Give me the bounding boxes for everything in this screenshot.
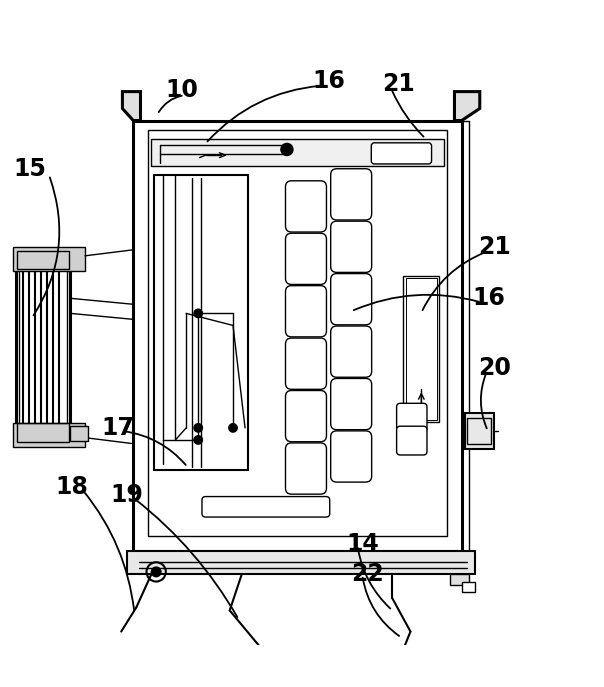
FancyBboxPatch shape [397,426,427,455]
Circle shape [229,424,237,432]
Text: 20: 20 [478,356,511,380]
Text: 10: 10 [165,78,198,102]
Bar [19,253,67,440]
Bar [464,413,493,449]
FancyBboxPatch shape [286,443,327,494]
FancyBboxPatch shape [286,233,327,284]
FancyBboxPatch shape [202,497,330,517]
FancyBboxPatch shape [330,273,371,325]
Text: 22: 22 [351,562,384,586]
Circle shape [194,436,202,444]
Bar [13,247,85,271]
FancyBboxPatch shape [330,431,371,482]
Polygon shape [454,91,480,120]
Polygon shape [123,91,141,120]
Bar [17,423,69,442]
Text: 18: 18 [56,475,88,499]
FancyBboxPatch shape [286,286,327,337]
FancyBboxPatch shape [371,143,432,164]
Circle shape [194,309,202,317]
Bar [461,581,475,592]
Text: 21: 21 [478,235,511,259]
FancyBboxPatch shape [397,403,427,432]
Text: 16: 16 [313,69,345,93]
FancyBboxPatch shape [330,169,371,220]
FancyBboxPatch shape [286,338,327,390]
Bar [149,130,446,537]
Bar [449,574,469,585]
Bar [133,120,461,552]
Circle shape [152,567,161,576]
Bar [13,423,85,447]
Circle shape [194,424,202,432]
FancyBboxPatch shape [330,379,371,429]
Text: 17: 17 [101,416,135,440]
Text: 16: 16 [472,286,506,311]
Text: 14: 14 [346,532,379,556]
Bar [17,251,69,269]
Text: 15: 15 [13,157,46,181]
Circle shape [281,144,293,155]
Text: 19: 19 [111,484,144,508]
FancyBboxPatch shape [286,181,327,232]
FancyBboxPatch shape [330,326,371,377]
Bar [467,418,491,444]
FancyBboxPatch shape [286,390,327,442]
Polygon shape [127,552,475,574]
Bar [16,250,70,444]
Bar [406,278,437,420]
Text: 21: 21 [382,72,415,96]
Bar [152,139,443,166]
Bar [70,426,88,440]
FancyBboxPatch shape [330,221,371,272]
Bar [403,276,439,423]
